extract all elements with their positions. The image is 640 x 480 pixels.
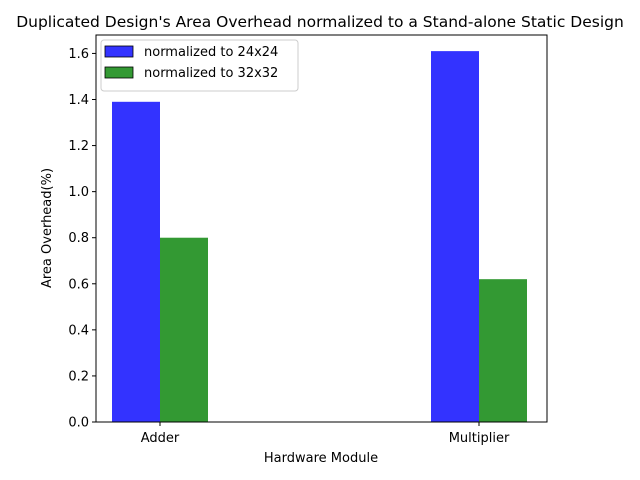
y-tick-label: 0.2 <box>68 369 89 384</box>
y-axis: 0.0 0.2 0.4 0.6 0.8 1.0 1.2 1.4 1.6 <box>68 47 96 431</box>
y-tick-label: 0.4 <box>68 323 89 338</box>
y-tick-label: 1.4 <box>68 93 89 108</box>
y-tick-label: 1.2 <box>68 139 89 154</box>
bar-multiplier-series-2 <box>479 279 527 422</box>
legend-swatch <box>104 45 134 58</box>
legend-label: normalized to 32x32 <box>144 66 278 81</box>
bar-adder-series-2 <box>160 237 208 422</box>
bar-adder-series-1 <box>112 101 160 422</box>
legend-label: normalized to 24x24 <box>144 45 278 60</box>
y-tick-label: 1.0 <box>68 185 89 200</box>
y-tick-label: 1.6 <box>68 47 89 62</box>
bar-multiplier-series-1 <box>431 51 479 422</box>
chart-title: Duplicated Design's Area Overhead normal… <box>16 13 624 31</box>
x-tick-label: Adder <box>141 431 180 446</box>
y-tick-label: 0.0 <box>68 416 89 431</box>
x-tick-label: Multiplier <box>449 431 510 446</box>
y-axis-label: Area Overhead(%) <box>40 168 55 288</box>
y-tick-label: 0.8 <box>68 231 89 246</box>
x-axis-label: Hardware Module <box>264 451 378 466</box>
y-tick-label: 0.6 <box>68 277 89 292</box>
legend-swatch <box>104 66 134 79</box>
bars-group <box>112 51 527 422</box>
legend: normalized to 24x24 normalized to 32x32 <box>100 39 299 92</box>
legend-box <box>100 39 299 92</box>
x-axis: Adder Multiplier <box>141 422 510 446</box>
plot-area-frame <box>95 34 548 423</box>
